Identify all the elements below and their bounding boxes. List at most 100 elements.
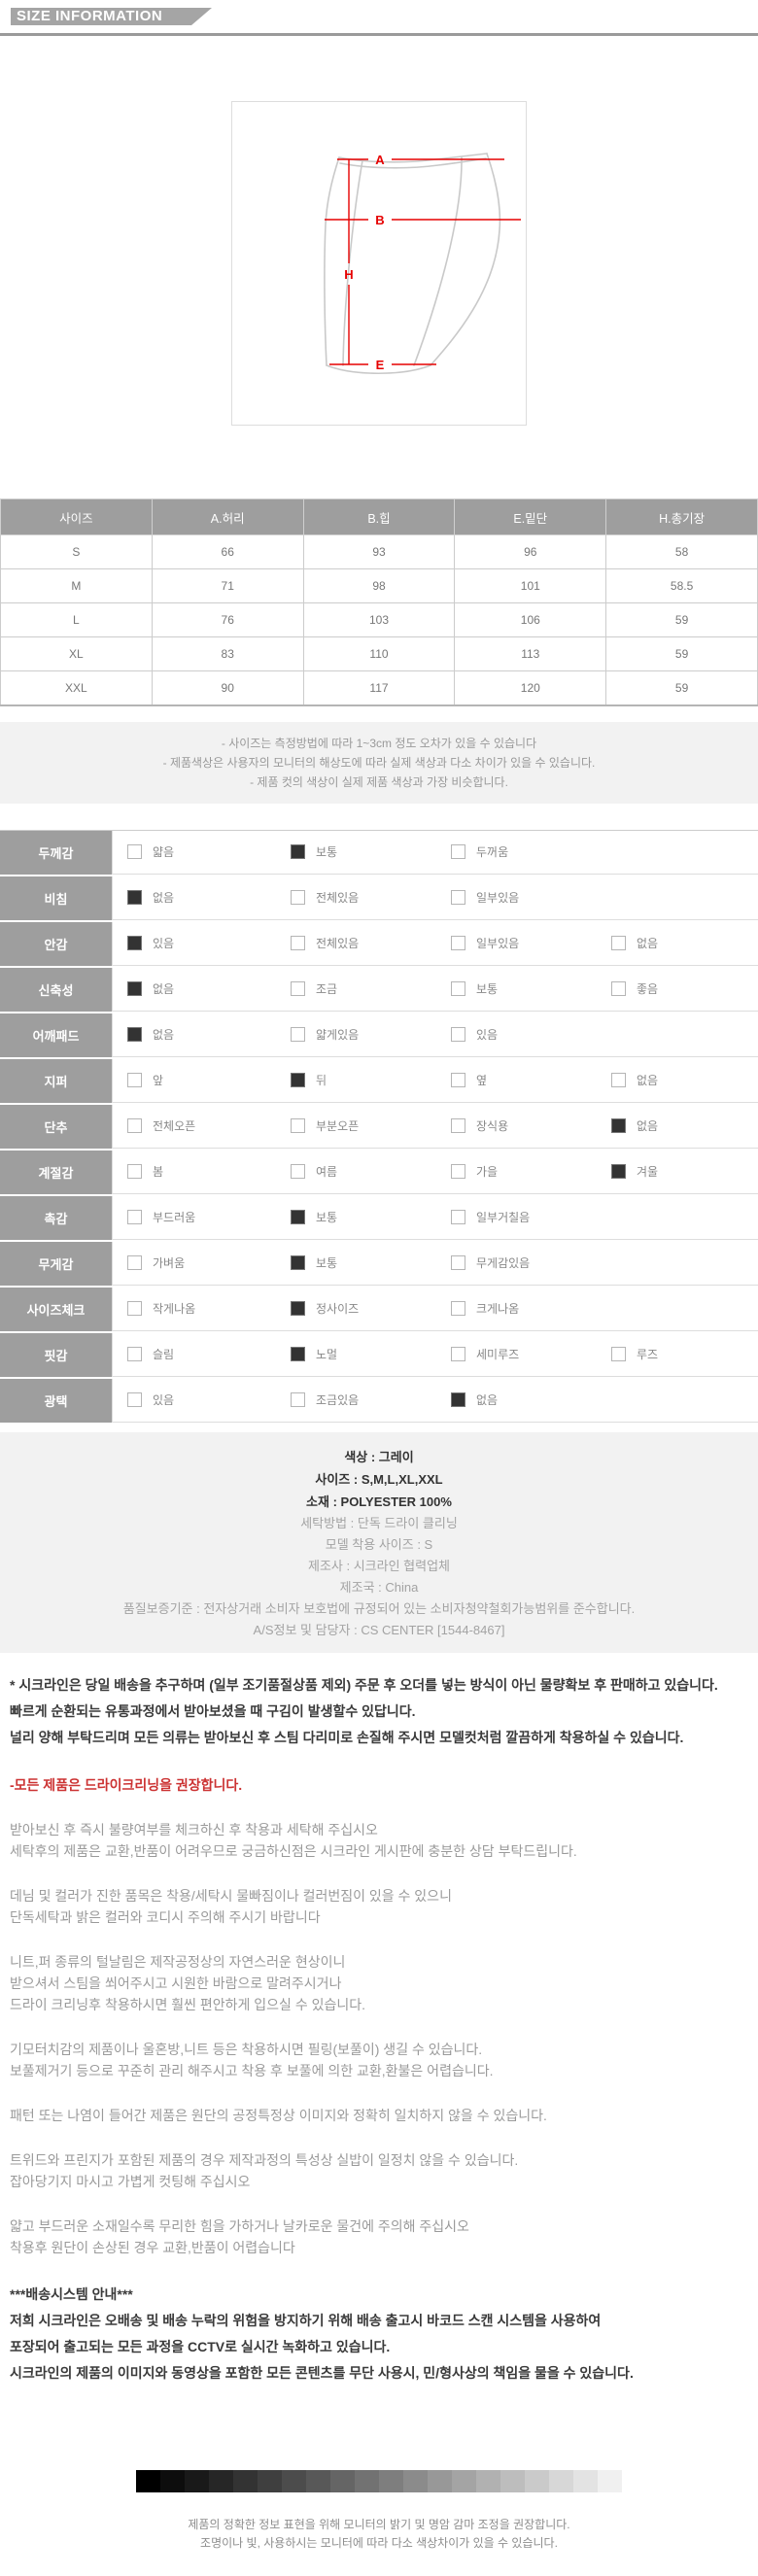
notes-box: - 사이즈는 측정방법에 따라 1~3cm 정도 오차가 있을 수 있습니다 - … xyxy=(0,721,758,804)
spec-option-label: 전체오픈 xyxy=(153,1119,196,1133)
checkbox-unchecked-icon xyxy=(127,1073,142,1087)
checkbox-checked-icon xyxy=(291,1347,305,1361)
paragraph-gray: 기모터치감의 제품이나 울혼방,니트 등은 착용하시면 필링(보풀이) 생길 수… xyxy=(10,2041,494,2078)
spec-option-label: 없음 xyxy=(637,937,659,950)
checkbox-unchecked-icon xyxy=(127,844,142,859)
spec-option-label: 보통 xyxy=(316,1211,338,1224)
spec-row-values: 슬림 노멀 세미루즈 루즈 xyxy=(112,1332,758,1377)
size-table-cell: 66 xyxy=(151,534,304,569)
spec-row-label: 광택 xyxy=(0,1378,112,1423)
size-table-cell: 59 xyxy=(605,636,758,671)
spec-option: 보통 xyxy=(291,1242,337,1285)
note-line: - 제품 컷의 색상이 실제 제품 색상과 가장 비슷합니다. xyxy=(250,774,508,789)
spec-row: 어깨패드 없음 얇게있음 있음 xyxy=(0,1013,758,1057)
checkbox-unchecked-icon xyxy=(451,1301,465,1316)
gradient-step xyxy=(355,2469,379,2492)
spec-option-label: 없음 xyxy=(153,982,175,996)
gradient-step xyxy=(282,2469,306,2492)
spec-option: 얇음 xyxy=(127,831,174,874)
size-table-cell: 93 xyxy=(302,534,456,569)
size-table-cell: XXL xyxy=(0,670,153,705)
spec-row: 안감 있음 전체있음 일부있음 없음 xyxy=(0,921,758,966)
info-line: 세탁방법 : 단독 드라이 클리닝 xyxy=(300,1515,458,1530)
size-table-header-row: 사이즈 A.허리 B.힙 E.밑단 H.총기장 xyxy=(0,498,758,535)
spec-row: 촉감 부드러움 보통 일부거칠음 xyxy=(0,1195,758,1240)
size-table-cell: 110 xyxy=(302,636,456,671)
checkbox-unchecked-icon xyxy=(291,936,305,950)
checkbox-unchecked-icon xyxy=(451,1118,465,1133)
spec-option: 두꺼움 xyxy=(451,831,508,874)
size-table-cell: 90 xyxy=(151,670,304,705)
spec-row: 지퍼 앞 뒤 옆 없음 xyxy=(0,1058,758,1103)
checkbox-unchecked-icon xyxy=(127,1301,142,1316)
product-info: 색상 : 그레이 사이즈 : S,M,L,XL,XXL 소재 : POLYESTER… xyxy=(0,1431,758,1653)
info-line: 제조국 : China xyxy=(339,1579,419,1595)
info-line: 품질보증기준 : 전자상거래 소비자 보호법에 규정되어 있는 소비자청약철회가… xyxy=(122,1600,636,1616)
checkbox-unchecked-icon xyxy=(611,981,626,996)
spec-option: 겨울 xyxy=(611,1151,658,1193)
spec-row-values: 없음 전체있음 일부있음 xyxy=(112,876,758,920)
spec-option: 노멀 xyxy=(291,1333,337,1376)
spec-option-label: 조금 xyxy=(316,982,338,996)
size-table-header-cell: B.힙 xyxy=(302,498,456,535)
spec-option: 앞 xyxy=(127,1059,163,1102)
gradient-step xyxy=(379,2469,403,2492)
info-line-bold: 색상 : 그레이 xyxy=(344,1449,414,1464)
gradient-step xyxy=(403,2469,428,2492)
spec-option-label: 뒤 xyxy=(316,1074,327,1087)
spec-option-label: 보통 xyxy=(476,982,499,996)
spec-option-label: 보통 xyxy=(316,845,338,859)
spec-option-label: 없음 xyxy=(153,1028,175,1042)
spec-option-label: 가벼움 xyxy=(153,1256,186,1270)
spec-option-label: 있음 xyxy=(153,1393,175,1407)
spec-option-label: 여름 xyxy=(316,1165,338,1179)
spec-option-label: 얇음 xyxy=(153,845,175,859)
size-table-cell: 58 xyxy=(605,534,758,569)
footer-note: 제품의 정확한 정보 표현을 위해 모니터의 밝기 및 명암 감마 조정을 권장… xyxy=(0,2516,758,2553)
gradient-step xyxy=(549,2469,573,2492)
spec-row: 사이즈체크 작게나옴 정사이즈 크게나옴 xyxy=(0,1287,758,1331)
spec-option: 부드러움 xyxy=(127,1196,195,1239)
paragraph-dark: ***배송시스템 안내*** 저희 시크라인은 오배송 및 배송 누락의 위험을 … xyxy=(10,2285,634,2381)
spec-option: 작게나옴 xyxy=(127,1288,195,1330)
gradient-step xyxy=(598,2469,622,2492)
spec-option: 슬림 xyxy=(127,1333,174,1376)
spec-option-label: 없음 xyxy=(637,1074,659,1087)
spec-option: 가벼움 xyxy=(127,1242,185,1285)
spec-row-label: 핏감 xyxy=(0,1332,112,1377)
spec-option: 보통 xyxy=(291,831,337,874)
measure-label-waist: A xyxy=(375,153,385,167)
spec-option: 크게나옴 xyxy=(451,1288,519,1330)
checkbox-checked-icon xyxy=(127,981,142,996)
spec-option-label: 없음 xyxy=(153,891,175,905)
paragraph-gray: 받아보신 후 즉시 불량여부를 체크하신 후 착용과 세탁해 주십시오 세탁후의 … xyxy=(10,1821,577,1859)
checkbox-checked-icon xyxy=(127,890,142,905)
checkbox-unchecked-icon xyxy=(451,1073,465,1087)
spec-row: 비침 없음 전체있음 일부있음 xyxy=(0,876,758,920)
spec-option-label: 크게나옴 xyxy=(476,1302,520,1316)
checkbox-unchecked-icon xyxy=(451,890,465,905)
checkbox-checked-icon xyxy=(127,936,142,950)
spec-option-label: 앞 xyxy=(153,1074,164,1087)
size-table-cell: 103 xyxy=(302,602,456,637)
gradient-step xyxy=(160,2469,185,2492)
size-diagram: A B H E xyxy=(231,101,527,426)
checkbox-unchecked-icon xyxy=(127,1164,142,1179)
spec-option-label: 부드러움 xyxy=(153,1211,196,1224)
size-table-cell: 59 xyxy=(605,602,758,637)
checkbox-checked-icon xyxy=(291,1073,305,1087)
paragraph-gray: 얇고 부드러운 소재일수록 무리한 힘을 가하거나 날카로운 물건에 주의해 주… xyxy=(10,2217,469,2255)
size-table-header-cell: H.총기장 xyxy=(605,498,758,535)
note-line: - 사이즈는 측정방법에 따라 1~3cm 정도 오차가 있을 수 있습니다 xyxy=(221,736,537,750)
info-line-bold: 소재 : POLYESTER 100% xyxy=(306,1494,452,1509)
checkbox-unchecked-icon xyxy=(611,1073,626,1087)
spec-option-label: 일부있음 xyxy=(476,891,520,905)
spec-option: 뒤 xyxy=(291,1059,327,1102)
checkbox-unchecked-icon xyxy=(127,1118,142,1133)
spec-option: 일부있음 xyxy=(451,876,519,919)
gradient-step xyxy=(209,2469,233,2492)
size-table-header-cell: A.허리 xyxy=(151,498,304,535)
spec-option-label: 작게나옴 xyxy=(153,1302,196,1316)
info-line: 모델 착용 사이즈 : S xyxy=(325,1536,433,1552)
paragraph-gray: 데님 및 컬러가 진한 품목은 착용/세탁시 물빠짐이나 컬러번짐이 있을 수 … xyxy=(10,1887,452,1925)
